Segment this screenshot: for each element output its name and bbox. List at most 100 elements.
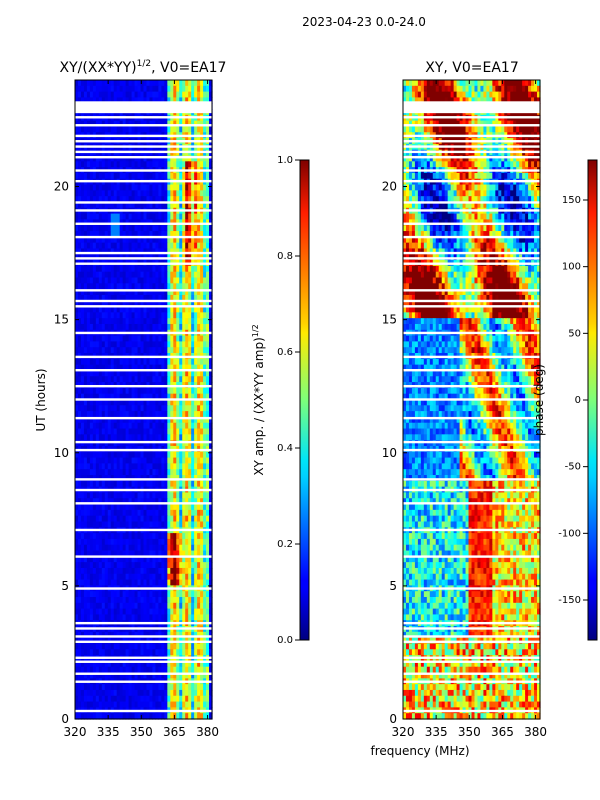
x-tick-label: 365 — [491, 725, 514, 739]
colorbar-tick-label: 0.8 — [277, 251, 293, 262]
flagged-row — [403, 709, 540, 713]
colorbar-tick: 0.8 — [277, 251, 300, 262]
x-tick: 350 — [130, 80, 153, 739]
y-tick: 15 — [382, 313, 540, 327]
colorbar-tick: 0.0 — [277, 635, 300, 646]
phase-panel: XY, V0=EA17 320 335 350 365 380 0 5 10 15 20 fre… — [370, 60, 547, 758]
colorbar-tick-label: 50 — [568, 328, 581, 339]
phase-colorbar-label: phase (deg) — [532, 364, 546, 436]
colorbar-tick: 0 — [575, 395, 588, 406]
flagged-row — [403, 448, 540, 452]
x-tick: 365 — [163, 80, 186, 739]
flagged-row — [403, 488, 540, 492]
flagged-row — [75, 156, 212, 159]
flagged-row — [75, 384, 212, 388]
colorbar-tick: 0.6 — [277, 347, 300, 358]
flagged-row — [403, 621, 540, 625]
flagged-block — [75, 101, 212, 112]
flagged-row — [75, 145, 212, 148]
x-tick-label: 335 — [425, 725, 448, 739]
x-tick: 380 — [524, 80, 547, 739]
colorbar-tick-label: -150 — [558, 595, 581, 606]
flagged-row — [75, 555, 212, 558]
flagged-row — [403, 555, 540, 558]
x-tick: 335 — [97, 80, 120, 739]
y-tick-label: 5 — [389, 579, 397, 593]
phase-colorbar-gradient — [587, 159, 598, 641]
flagged-row — [75, 528, 212, 532]
flagged-row — [403, 124, 540, 127]
flagged-row — [75, 502, 212, 505]
flagged-row — [403, 635, 540, 638]
y-tick: 5 — [389, 579, 540, 593]
y-tick-label: 15 — [54, 313, 69, 327]
colorbar-tick: 0.4 — [277, 443, 300, 454]
y-tick-label: 10 — [54, 446, 69, 460]
x-tick-label: 320 — [64, 725, 87, 739]
flagged-row — [403, 660, 540, 663]
y-tick-label: 0 — [61, 712, 69, 726]
phase-flag-gaps — [403, 101, 540, 713]
flagged-row — [75, 201, 212, 204]
flagged-row — [403, 140, 540, 143]
flagged-row — [403, 235, 540, 239]
flagged-row — [403, 169, 540, 172]
x-tick: 380 — [196, 80, 219, 739]
x-tick-label: 335 — [97, 725, 120, 739]
y-tick: 5 — [61, 579, 212, 593]
flagged-row — [75, 621, 212, 625]
flagged-row — [75, 209, 212, 212]
flagged-row — [403, 305, 540, 308]
flagged-row — [75, 331, 212, 335]
flagged-row — [75, 235, 212, 239]
flagged-row — [75, 262, 212, 265]
colorbar-tick-label: -50 — [565, 462, 581, 473]
colorbar-tick: 100 — [562, 262, 588, 273]
amplitude-x-axis: 320 335 350 365 380 — [64, 80, 219, 739]
flagged-row — [75, 305, 212, 308]
flagged-row — [403, 355, 540, 359]
flagged-row — [75, 627, 212, 630]
flagged-row — [403, 331, 540, 335]
flagged-row — [403, 116, 540, 119]
amplitude-plot-frame — [74, 79, 213, 720]
flagged-row — [75, 635, 212, 638]
flagged-row — [75, 251, 212, 255]
flagged-row — [403, 440, 540, 444]
x-tick-label: 350 — [130, 725, 153, 739]
colorbar-tick-label: -100 — [558, 528, 581, 539]
flagged-row — [403, 201, 540, 204]
colorbar-tick-label: 1.0 — [277, 155, 293, 166]
colorbar-tick-label: 0.6 — [277, 347, 293, 358]
y-tick: 20 — [54, 180, 212, 194]
amplitude-panel-title: XY/(XX*YY)1/2, V0=EA17 — [60, 59, 227, 76]
colorbar-tick-label: 0.2 — [277, 539, 293, 550]
flagged-row — [75, 448, 212, 452]
y-tick: 20 — [382, 180, 540, 194]
y-tick: 15 — [54, 313, 212, 327]
flagged-row — [403, 257, 540, 260]
flagged-row — [403, 416, 540, 420]
phase-x-axis: 320 335 350 365 380 — [392, 80, 547, 739]
flagged-row — [75, 416, 212, 420]
amplitude-panel: XY/(XX*YY)1/2, V0=EA17 320 335 350 365 380 0… — [34, 59, 226, 739]
y-tick: 10 — [382, 446, 540, 460]
y-tick: 0 — [61, 712, 212, 726]
flagged-row — [403, 262, 540, 265]
flagged-row — [75, 116, 212, 119]
phase-colorbar-ticks: -150 -100 -50 0 50 100 150 — [558, 195, 588, 606]
amplitude-y-axis-label: UT (hours) — [34, 368, 48, 431]
flagged-row — [75, 640, 212, 643]
flagged-row — [403, 209, 540, 212]
flagged-row — [403, 384, 540, 388]
flagged-row — [75, 398, 212, 401]
colorbar-tick: -50 — [565, 462, 588, 473]
flagged-row — [75, 257, 212, 260]
y-tick-label: 20 — [54, 180, 69, 194]
colorbar-tick: 150 — [562, 195, 588, 206]
amplitude-colorbar-gradient — [299, 159, 310, 641]
flagged-row — [403, 398, 540, 401]
flagged-row — [75, 150, 212, 154]
amplitude-y-axis: 0 5 10 15 20 — [54, 180, 212, 726]
flagged-row — [75, 134, 212, 138]
